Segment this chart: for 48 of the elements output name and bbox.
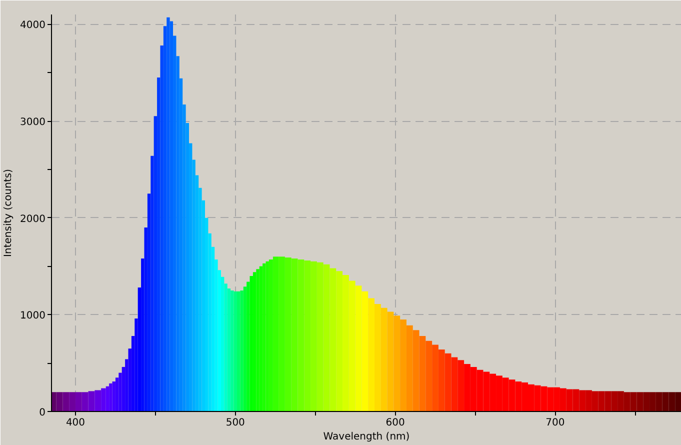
bar: [82, 392, 88, 412]
bar: [75, 392, 82, 412]
x-axis-title: Wavelength (nm): [323, 432, 410, 442]
bar: [368, 298, 374, 412]
bar: [342, 274, 349, 412]
bar: [323, 264, 330, 412]
x-tick-label: 700: [546, 418, 565, 428]
bar: [316, 262, 324, 412]
bar: [94, 390, 102, 412]
bar: [278, 256, 285, 412]
bar: [291, 258, 298, 412]
bar: [348, 280, 356, 412]
bar: [451, 357, 458, 412]
y-tick-label: 2000: [20, 214, 46, 225]
y-tick-label: 4000: [20, 20, 46, 32]
bar: [380, 308, 388, 412]
bar: [272, 256, 279, 412]
bar: [304, 260, 311, 412]
y-axis-title: Intensity (counts): [3, 168, 14, 257]
bar: [69, 392, 76, 412]
bar: [374, 304, 381, 412]
x-tick-label: 600: [386, 418, 405, 428]
x-tick-label: 400: [66, 418, 86, 428]
bar: [394, 316, 400, 412]
bar: [310, 261, 317, 412]
bar: [438, 350, 445, 412]
bar: [101, 388, 106, 412]
bar: [330, 268, 336, 412]
y-tick-label: 3000: [20, 117, 46, 128]
bar: [336, 271, 343, 412]
bar: [444, 353, 452, 412]
bar: [412, 330, 420, 412]
bar: [426, 340, 432, 412]
bar: [284, 258, 292, 412]
y-tick-label: 1000: [20, 310, 46, 322]
bar: [458, 360, 464, 412]
bar: [406, 325, 413, 412]
bar: [419, 336, 426, 412]
bar: [88, 391, 95, 412]
bar: [62, 392, 70, 412]
bar: [52, 392, 56, 412]
x-tick-label: 500: [226, 418, 245, 428]
bar: [387, 312, 394, 412]
bar: [432, 344, 438, 412]
bar: [56, 392, 63, 412]
y-tick-label: 0: [39, 408, 46, 418]
bar: [400, 320, 406, 412]
bar: [298, 259, 304, 412]
